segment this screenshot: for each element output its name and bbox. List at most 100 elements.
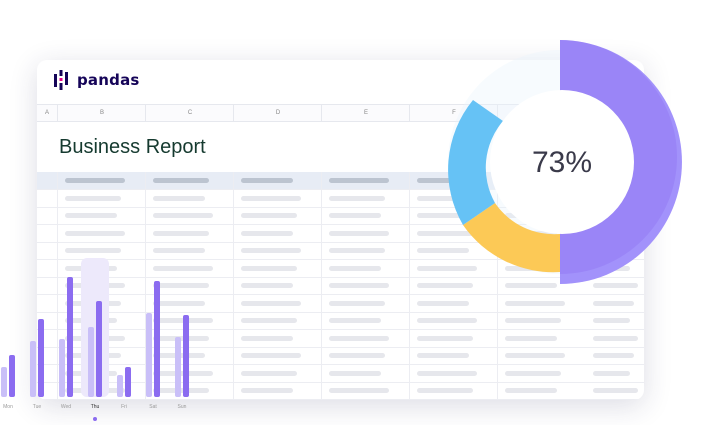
cell-placeholder [65, 248, 121, 253]
column-header-d[interactable]: D [233, 105, 322, 121]
cell-placeholder [417, 335, 473, 341]
cell-placeholder [241, 335, 293, 341]
day-label-fri: Fri [121, 404, 127, 410]
donut-yellow-segment [463, 203, 560, 273]
selected-day-highlight [81, 258, 109, 397]
cell-placeholder [417, 388, 473, 393]
cell-placeholder [505, 300, 565, 306]
column-divider [57, 172, 58, 400]
column-header-f[interactable]: F [409, 105, 498, 121]
cell-placeholder [329, 265, 381, 271]
cell-placeholder [417, 300, 469, 306]
cell-placeholder [329, 230, 389, 236]
cell-placeholder [153, 300, 205, 306]
bar-light [1, 367, 7, 397]
bar-dark [154, 281, 160, 397]
cell-placeholder [593, 388, 638, 393]
bar-light [175, 337, 181, 397]
bar-dark [67, 277, 73, 397]
cell-placeholder [417, 230, 473, 236]
cell-placeholder [417, 318, 477, 323]
day-label-sat: Sat [149, 404, 157, 410]
weekly-bar-chart: Mon Tue Wed Thu Fri Sat Sun [1, 258, 189, 421]
cell-placeholder [153, 230, 209, 236]
cell-placeholder [593, 318, 630, 323]
cell-placeholder [505, 370, 561, 376]
column-divider [321, 172, 322, 400]
cell-placeholder [505, 283, 557, 288]
day-label-wed: Wed [61, 404, 71, 410]
cell-placeholder [329, 388, 389, 393]
cell-placeholder [241, 178, 293, 183]
cell-placeholder [153, 248, 205, 253]
cell-placeholder [593, 353, 634, 358]
column-header-b[interactable]: B [57, 105, 146, 121]
cell-placeholder [329, 178, 389, 183]
cell-placeholder [329, 248, 385, 253]
pandas-logo-icon [54, 70, 68, 90]
cell-placeholder [65, 178, 125, 183]
cell-placeholder [417, 370, 477, 376]
cell-placeholder [153, 265, 213, 271]
cell-placeholder [417, 265, 477, 271]
bar-light [146, 313, 152, 397]
bar-light [117, 375, 123, 397]
cell-placeholder [505, 335, 557, 341]
cell-placeholder [65, 230, 125, 236]
cell-placeholder [241, 265, 297, 271]
cell-placeholder [153, 195, 205, 201]
bar-dark [96, 301, 102, 397]
cell-placeholder [417, 353, 469, 358]
cell-placeholder [329, 318, 381, 323]
cell-placeholder [241, 300, 301, 306]
day-label-mon: Mon [3, 404, 13, 410]
cell-placeholder [593, 283, 638, 288]
column-divider [409, 172, 410, 400]
column-header-e[interactable]: E [321, 105, 410, 121]
cell-placeholder [329, 283, 389, 288]
percentage-label: 73% [532, 146, 592, 179]
column-divider [233, 172, 234, 400]
bar-dark [125, 367, 131, 397]
bar-dark [9, 355, 15, 397]
cell-placeholder [241, 283, 293, 288]
cell-placeholder [505, 388, 557, 393]
day-label-thu: Thu [91, 404, 100, 410]
bar-light [30, 341, 36, 397]
cell-placeholder [241, 248, 301, 253]
cell-placeholder [241, 195, 301, 201]
cell-placeholder [241, 318, 297, 323]
bar-light [59, 339, 65, 397]
app-name: pandas [77, 71, 140, 89]
cell-placeholder [65, 195, 121, 201]
bar-dark [183, 315, 189, 397]
cell-placeholder [329, 300, 385, 306]
cell-placeholder [241, 388, 293, 393]
cell-placeholder [505, 353, 565, 358]
percentage-donut-chart: 73% [448, 40, 682, 284]
cell-placeholder [241, 370, 297, 376]
column-header-a[interactable]: A [44, 110, 49, 116]
report-title: Business Report [59, 136, 206, 158]
cell-placeholder [153, 283, 209, 288]
cell-placeholder [505, 318, 561, 323]
cell-placeholder [417, 213, 477, 218]
cell-placeholder [417, 178, 473, 183]
pandas-logo: pandas [53, 70, 140, 90]
column-header-c[interactable]: C [145, 105, 234, 121]
cell-placeholder [329, 335, 389, 341]
bar-light [88, 327, 94, 397]
cell-placeholder [65, 213, 117, 218]
cell-placeholder [241, 213, 297, 218]
cell-placeholder [417, 248, 469, 253]
cell-placeholder [241, 230, 293, 236]
cell-placeholder [329, 353, 385, 358]
cell-placeholder [241, 353, 301, 358]
day-label-sun: Sun [178, 404, 187, 410]
cell-placeholder [153, 178, 209, 183]
column-header-g[interactable] [497, 105, 644, 121]
cell-placeholder [417, 195, 469, 201]
cell-placeholder [417, 283, 473, 288]
column-divider [497, 172, 498, 400]
cell-placeholder [593, 335, 638, 341]
